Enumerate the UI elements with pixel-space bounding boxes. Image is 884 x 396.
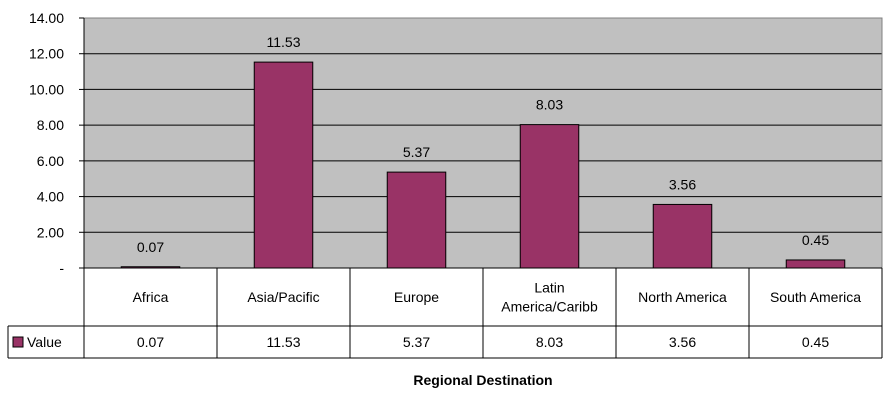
bar (519, 124, 580, 269)
bar (253, 61, 314, 269)
category-label: South America (770, 289, 861, 305)
data-label: 0.45 (802, 232, 829, 248)
table-value: 11.53 (267, 334, 301, 350)
plot-area (84, 18, 882, 268)
bars (120, 61, 846, 269)
data-label: 8.03 (536, 97, 563, 113)
y-tick-label: 4.00 (37, 189, 64, 205)
data-label: 11.53 (267, 34, 301, 50)
data-label: 5.37 (403, 144, 430, 160)
y-tick-label: 8.00 (37, 117, 64, 133)
y-tick-label: 2.00 (37, 224, 64, 240)
legend-swatch (12, 336, 24, 348)
table-value: 5.37 (403, 334, 430, 350)
legend-label: Value (27, 334, 62, 350)
y-tick-label: 10.00 (29, 81, 64, 97)
table-value: 8.03 (536, 334, 563, 350)
y-axis-ticks: - 2.00 4.00 6.00 8.00 10.00 12.00 14.00 (29, 10, 84, 276)
x-axis-title: Regional Destination (413, 372, 552, 388)
table-value: 0.07 (137, 334, 164, 350)
y-tick-label: - (59, 260, 64, 276)
data-label: 3.56 (669, 176, 696, 192)
category-label: Asia/Pacific (247, 289, 319, 305)
data-label: 0.07 (137, 239, 164, 255)
bar (785, 259, 846, 269)
category-label: Latin (534, 280, 564, 296)
table-value: 0.45 (802, 334, 829, 350)
category-label: North America (638, 289, 727, 305)
data-labels: 0.07 11.53 5.37 8.03 3.56 0.45 (137, 34, 829, 255)
category-label: Europe (394, 289, 439, 305)
category-label: America/Caribb (501, 299, 598, 315)
data-table: Africa Asia/Pacific Europe Latin America/Car… (7, 267, 883, 359)
bar (386, 171, 447, 269)
y-tick-label: 6.00 (37, 153, 64, 169)
bar (652, 203, 713, 269)
table-value: 3.56 (669, 334, 696, 350)
category-label: Africa (133, 289, 169, 305)
y-tick-label: 14.00 (29, 10, 64, 26)
y-tick-label: 12.00 (29, 46, 64, 62)
gridlines (83, 17, 883, 269)
